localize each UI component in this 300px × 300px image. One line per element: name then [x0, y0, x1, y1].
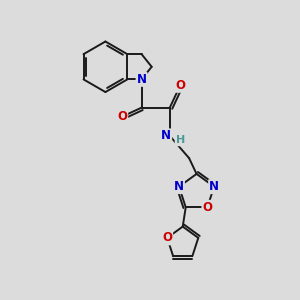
Text: O: O — [117, 110, 127, 123]
Text: N: N — [209, 180, 219, 193]
Text: O: O — [202, 201, 212, 214]
Text: O: O — [162, 231, 172, 244]
Text: N: N — [174, 180, 184, 193]
Text: O: O — [175, 79, 185, 92]
Text: N: N — [161, 129, 171, 142]
Text: N: N — [136, 73, 147, 86]
Text: H: H — [176, 135, 185, 145]
